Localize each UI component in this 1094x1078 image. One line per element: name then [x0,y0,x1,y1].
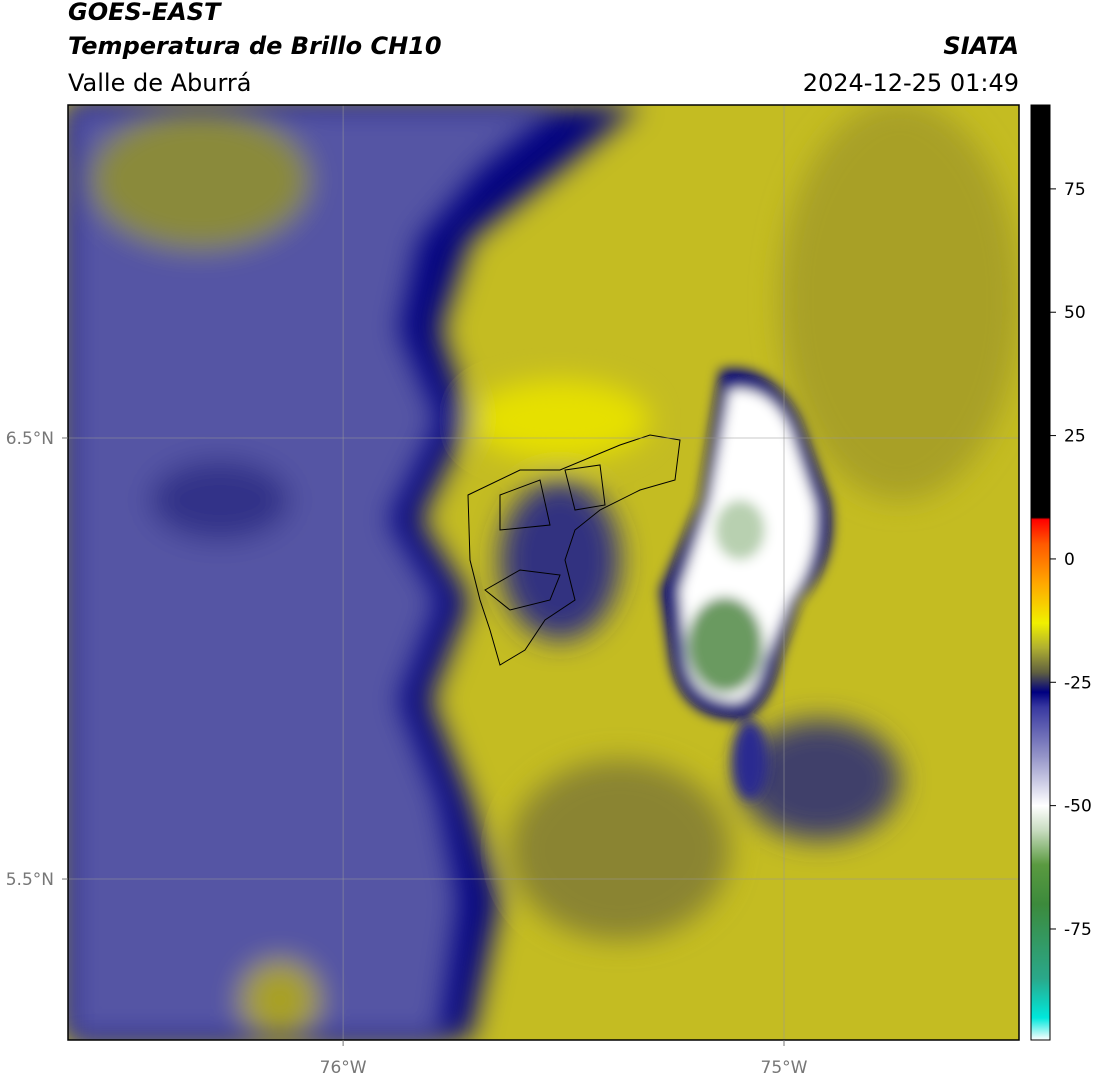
colorbar-tick-label: 25 [1064,427,1086,447]
subtitle: Temperatura de Brillo CH10 [68,32,442,60]
colorbar-tick-label: 0 [1064,550,1075,570]
region: Valle de Aburrá [68,69,252,97]
colorbar-tick-label: 75 [1064,180,1086,200]
source: SIATA [943,32,1019,60]
map-frame [67,104,1020,1041]
colorbar [1030,104,1051,1041]
x-tick-label: 76°W [320,1058,367,1078]
datetime: 2024-12-25 01:49 [803,69,1019,97]
colorbar-tick-label: -75 [1064,920,1092,940]
x-tick-label: 75°W [761,1058,808,1078]
satellite-image [68,105,1019,1040]
valley-boundaries [467,434,681,666]
colorbar-tick-label: -25 [1064,673,1092,693]
colorbar-tick-label: 50 [1064,303,1086,323]
colorbar-tick-label: -50 [1064,797,1092,817]
y-tick-label: 5.5°N [6,870,54,890]
y-tick-label: 6.5°N [6,429,54,449]
title: GOES-EAST [68,0,222,26]
